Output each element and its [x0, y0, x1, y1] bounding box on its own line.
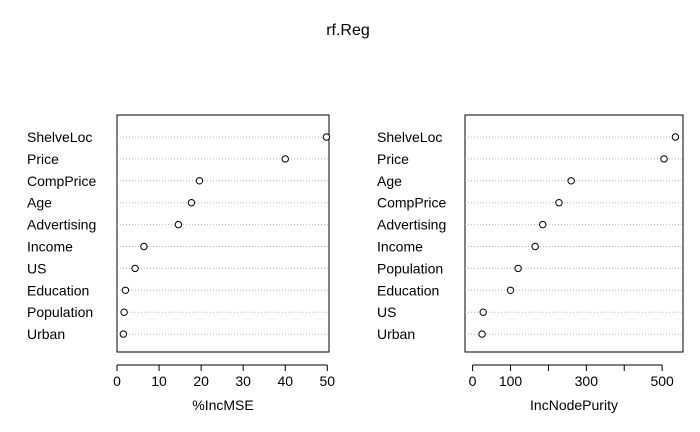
plot-frame — [116, 114, 330, 353]
category-label: US — [27, 260, 46, 276]
category-label: Education — [377, 282, 439, 298]
category-label: Price — [377, 151, 409, 167]
data-point — [131, 264, 139, 273]
panel-incmse: ShelveLoc Price CompPrice Age Advertising Inc… — [27, 114, 336, 413]
data-point — [281, 155, 289, 163]
category-label: Population — [377, 260, 443, 276]
data-point — [174, 220, 183, 229]
data-point — [478, 330, 486, 338]
chart-title: rf.Reg — [326, 22, 370, 39]
category-label: Urban — [377, 326, 415, 342]
category-label: Price — [27, 151, 59, 167]
data-point — [187, 199, 196, 207]
x-axis-title: %IncMSE — [192, 397, 253, 413]
x-tick-label: 50 — [320, 373, 336, 389]
x-tick-label: 0 — [469, 373, 477, 389]
data-point — [120, 308, 128, 316]
data-point — [140, 242, 148, 251]
x-tick-label: 300 — [575, 373, 599, 389]
data-point — [531, 242, 539, 251]
x-axis-title: IncNodePurity — [530, 397, 618, 413]
category-label: CompPrice — [27, 173, 96, 189]
category-label: Income — [27, 239, 73, 255]
category-label: Advertising — [27, 217, 96, 233]
data-point — [121, 286, 130, 294]
category-label: Advertising — [377, 217, 446, 233]
plot-frame — [464, 114, 684, 353]
x-tick-label: 40 — [277, 373, 293, 389]
category-label: Urban — [27, 326, 65, 342]
category-label: CompPrice — [377, 195, 446, 211]
x-tick-label: 20 — [193, 373, 209, 389]
data-point — [671, 133, 680, 141]
data-point — [555, 199, 563, 207]
category-label: ShelveLoc — [377, 129, 442, 145]
data-point — [322, 133, 331, 141]
category-label: ShelveLoc — [27, 129, 92, 145]
data-point — [660, 155, 668, 163]
data-point — [506, 286, 515, 294]
category-label: Income — [377, 239, 423, 255]
data-point — [567, 177, 575, 185]
data-point — [539, 220, 547, 229]
category-label: Education — [27, 282, 89, 298]
x-tick-label: 100 — [499, 373, 523, 389]
data-point — [514, 264, 522, 273]
panel-incnodepurity: ShelveLoc Price Age CompPrice Advertising Inc… — [377, 114, 684, 413]
category-label: US — [377, 304, 396, 320]
category-label: Population — [27, 304, 93, 320]
category-label: Age — [27, 195, 52, 211]
x-tick-label: 30 — [235, 373, 251, 389]
data-point — [195, 177, 204, 185]
category-label: Age — [377, 173, 402, 189]
data-point — [479, 308, 487, 316]
x-tick-label: 500 — [650, 373, 674, 389]
x-tick-label: 10 — [151, 373, 167, 389]
x-tick-label: 0 — [113, 373, 121, 389]
data-point — [119, 330, 128, 338]
